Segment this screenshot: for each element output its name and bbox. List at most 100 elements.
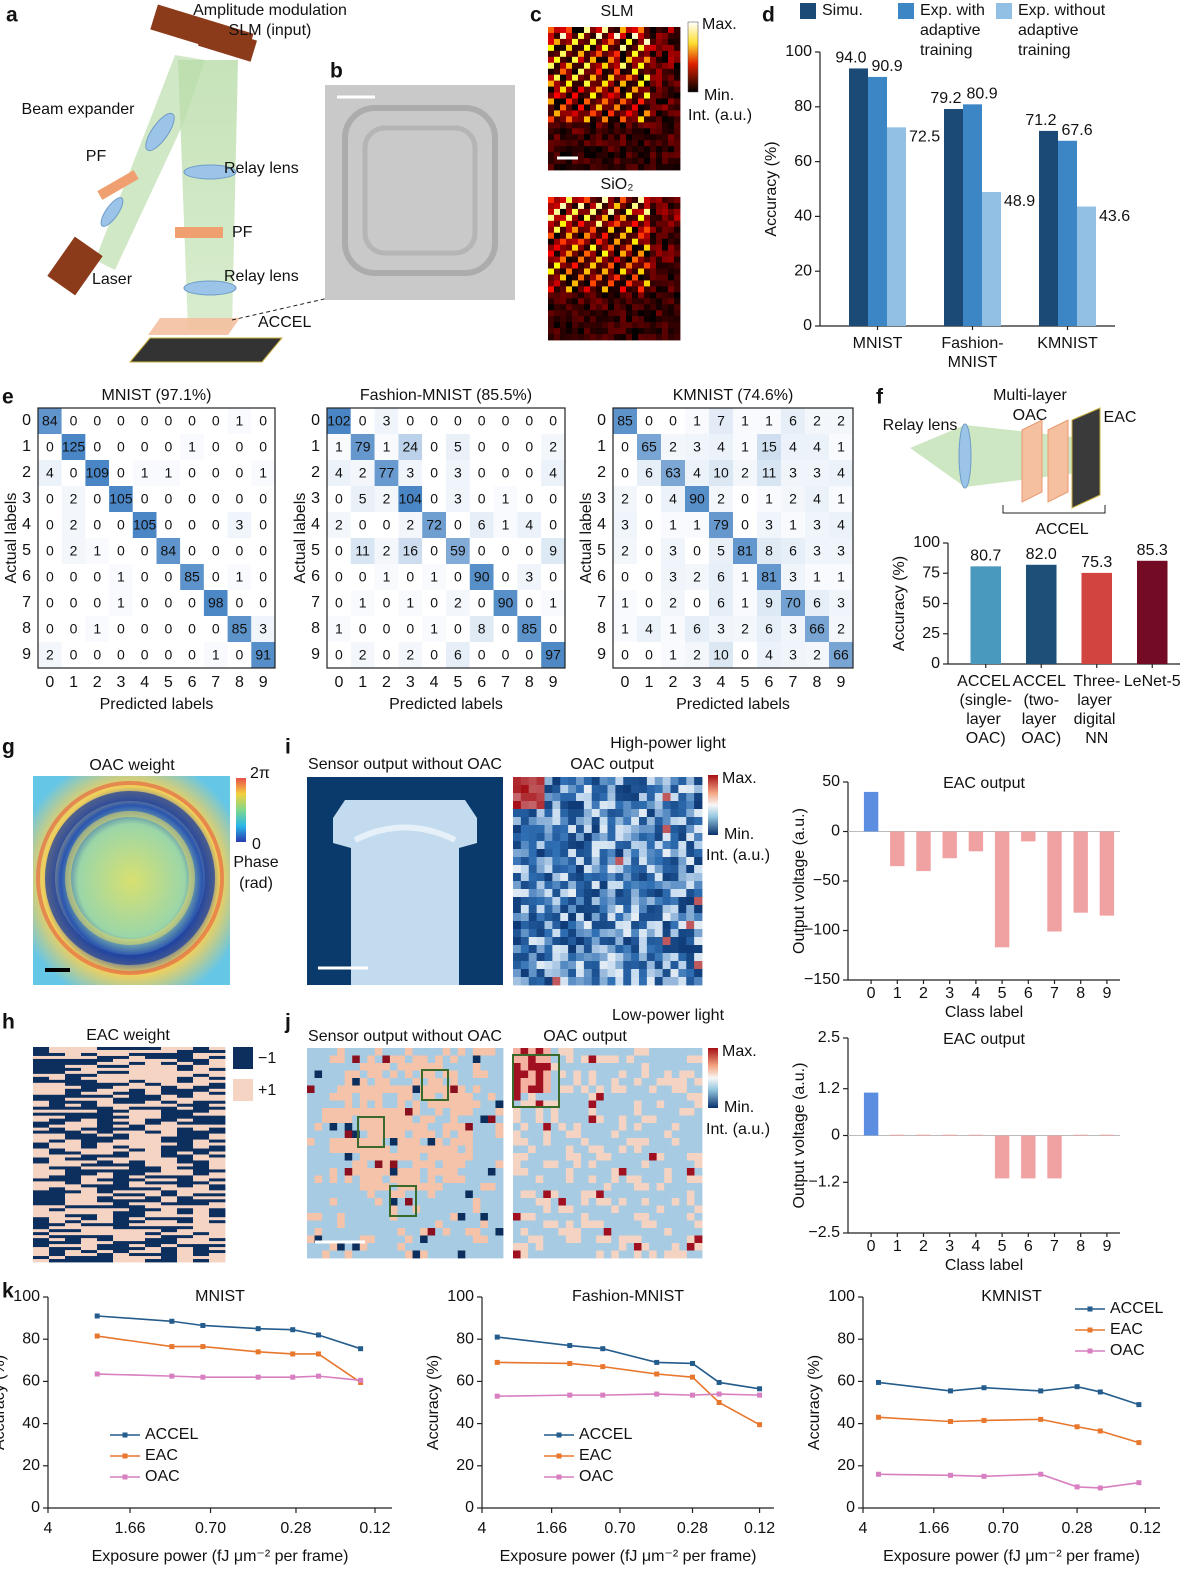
pixel	[161, 1178, 178, 1182]
pixel	[573, 1160, 582, 1169]
pixel	[674, 140, 681, 147]
pixel	[113, 1109, 130, 1114]
pixel	[572, 68, 579, 76]
pixel	[674, 334, 681, 341]
cell	[541, 486, 565, 512]
x-tick-label: 3	[406, 674, 415, 691]
pixel	[307, 1228, 315, 1236]
cell	[829, 512, 853, 538]
pixel	[544, 849, 553, 858]
pixel	[576, 921, 585, 930]
pixel	[352, 1183, 361, 1191]
pixel	[596, 164, 603, 171]
pixel	[618, 1153, 627, 1161]
pixel	[686, 937, 695, 946]
pixel	[209, 1130, 226, 1134]
pixel	[337, 1243, 346, 1251]
pixel	[457, 1108, 466, 1116]
pixel	[603, 1190, 612, 1199]
pixel	[588, 1153, 597, 1161]
pixel	[81, 1232, 98, 1236]
pixel	[314, 1198, 323, 1206]
pixel	[623, 817, 632, 826]
cell-label: 0	[430, 543, 438, 559]
cell-label: 0	[406, 413, 414, 429]
pixel	[177, 1250, 194, 1254]
pixel	[656, 1100, 665, 1109]
pixel	[548, 328, 555, 335]
pixel	[113, 1235, 130, 1239]
pixel	[49, 1049, 66, 1054]
pixel	[81, 1247, 98, 1251]
pixel	[129, 1256, 146, 1260]
pixel	[536, 897, 545, 906]
pixel	[596, 1093, 605, 1101]
pixel	[420, 1250, 429, 1259]
cell	[637, 642, 661, 668]
pixel	[495, 1093, 504, 1101]
cell-label: 63	[665, 465, 681, 481]
pixel	[442, 1130, 451, 1139]
pixel	[513, 1138, 521, 1146]
pixel	[626, 158, 633, 165]
pixel	[671, 1235, 680, 1244]
y-tick-label: 25	[922, 625, 940, 642]
cell-label: 0	[645, 543, 653, 559]
pixel	[97, 1067, 114, 1072]
pixel	[442, 1078, 451, 1086]
pixel	[644, 292, 651, 299]
pixel	[367, 1220, 376, 1229]
pixel	[161, 1259, 178, 1263]
x-axis-label: Class label	[945, 1004, 1023, 1021]
condition: High-power light	[610, 735, 726, 752]
pixel	[495, 1048, 504, 1056]
cell	[203, 486, 228, 512]
cell	[398, 434, 423, 460]
pixel	[674, 322, 681, 329]
pixel	[528, 937, 538, 946]
pixel	[584, 202, 591, 210]
y-tick-label: −100	[804, 922, 840, 939]
pixel	[314, 1070, 323, 1079]
cell-label: 2	[741, 465, 749, 481]
pixel	[656, 1213, 665, 1221]
pixel	[568, 849, 577, 858]
value-label: 72.5	[909, 129, 940, 146]
pixel	[668, 322, 675, 329]
pixel	[552, 953, 561, 962]
pixel	[649, 1235, 658, 1244]
cell-label: 85	[184, 569, 200, 585]
cell	[637, 590, 661, 616]
pixel	[668, 38, 675, 46]
pixel	[177, 1226, 194, 1230]
panel-label: f	[876, 386, 884, 409]
pixel	[457, 1220, 466, 1229]
pixel	[161, 1196, 178, 1200]
pixel	[656, 1085, 665, 1094]
pixel	[646, 857, 656, 866]
pixel	[649, 1048, 658, 1056]
pixel	[620, 98, 627, 105]
pixel	[656, 1063, 665, 1071]
cell	[398, 512, 423, 538]
pixel	[472, 1235, 481, 1244]
pixel	[638, 322, 645, 329]
pixel	[584, 322, 591, 329]
pixel	[558, 1243, 567, 1251]
cell	[613, 486, 637, 512]
pixel	[129, 1196, 146, 1200]
pixel	[513, 1198, 521, 1206]
pixel	[581, 1048, 589, 1056]
pixel	[554, 68, 561, 76]
pixel	[614, 232, 621, 240]
pixel	[615, 793, 624, 802]
pixel	[626, 1228, 635, 1236]
pixel	[560, 116, 567, 123]
y-tick-label: 7	[311, 594, 320, 611]
pixel	[65, 1130, 82, 1134]
pixel	[656, 38, 663, 46]
pixel	[382, 1130, 391, 1139]
pixel	[596, 197, 603, 204]
pixel	[193, 1142, 210, 1146]
pixel	[608, 298, 615, 305]
